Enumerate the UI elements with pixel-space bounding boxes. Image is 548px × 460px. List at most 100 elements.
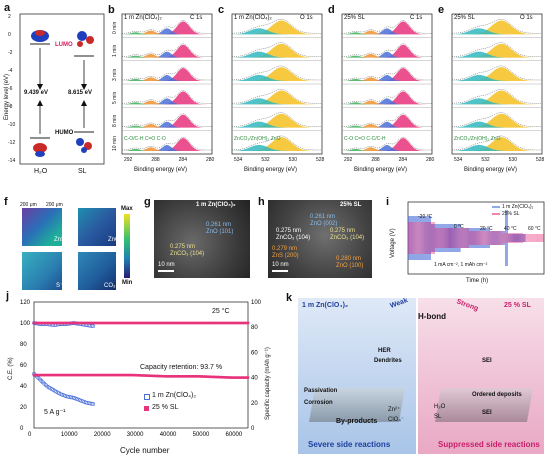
- j-ytick-right: 80: [251, 325, 258, 331]
- j-xlabel: Cycle number: [120, 446, 170, 455]
- panel-g-label: g: [144, 196, 151, 208]
- ce-point: [94, 321, 98, 325]
- xps-fit-peak: [122, 147, 212, 151]
- tof-sims-cube-zno: [78, 208, 116, 246]
- ce-point: [203, 321, 207, 325]
- ce-point: [143, 321, 147, 325]
- label-zno: ZnO⁻: [108, 237, 123, 243]
- j-ytick-right: 20: [251, 401, 258, 407]
- capacity-point: [215, 375, 219, 379]
- ce-point: [128, 321, 131, 325]
- ce-point: [42, 321, 46, 325]
- capacity-point: [36, 373, 40, 377]
- xps-fit-peak: [232, 144, 322, 151]
- capacity-point: [120, 373, 123, 377]
- capacity-point: [110, 373, 114, 377]
- ce-point: [238, 321, 242, 325]
- j-xtick: 30000: [127, 432, 144, 438]
- scale-label-1: 200 μm: [20, 202, 37, 208]
- k-hbond: H-bond: [418, 312, 446, 321]
- capacity-point: [223, 376, 226, 379]
- capacity-point: [44, 373, 47, 377]
- gap-right: 8.615 eV: [68, 90, 93, 96]
- capacity-point: [190, 375, 193, 378]
- ce-point: [87, 321, 90, 325]
- xps-fit-peak: [122, 21, 212, 35]
- capacity-point: [89, 401, 94, 406]
- capacity-point: [54, 373, 57, 377]
- panel-e: e 534 532 530 528 25% SL O 1s ZnCO₃/Zn(OH)₂ ZnO…: [438, 4, 546, 180]
- xps-fit-peak: [452, 51, 542, 58]
- ce-point: [215, 321, 219, 325]
- capacity-point: [73, 373, 77, 377]
- ce-point: [242, 321, 246, 325]
- ce-point: [57, 321, 61, 325]
- depth-label: 0 min: [112, 21, 118, 34]
- panel-d: d 292 288 284 280 25% SL C 1s C-O C=O C-C/C-H Bi…: [328, 4, 436, 180]
- xps-fit-peak: [122, 78, 212, 81]
- xps-fit-peak: [122, 148, 212, 151]
- capacity-point: [194, 375, 197, 378]
- h-scale: 10 nm: [272, 262, 289, 268]
- a-ytick: -4: [8, 68, 13, 74]
- xps-fit-peak: [122, 100, 212, 105]
- label-co3: CO₃⁻: [104, 283, 119, 289]
- j-ytick-left: 0: [20, 426, 24, 432]
- k-left-caption: Severe side reactions: [308, 440, 391, 449]
- h-ann2b: ZnCO₃ (104): [276, 235, 311, 241]
- capacity-point: [225, 376, 228, 379]
- panel-i-label: i: [386, 196, 390, 208]
- panel-h: h 25% SL 0.261 nm ZnO (002) 0.275 nm ZnC…: [254, 196, 374, 280]
- capacity-point: [200, 375, 203, 378]
- xps-fit-peak: [122, 121, 212, 128]
- ce-point: [85, 321, 88, 325]
- k-sei-1: SEI: [482, 358, 492, 364]
- ce-point: [201, 321, 205, 325]
- ce-point: [91, 324, 96, 329]
- capacity-point: [98, 373, 102, 377]
- k-corrosion: Corrosion: [304, 400, 333, 406]
- j-legend-marker-b: [144, 406, 149, 411]
- ce-point: [65, 321, 69, 325]
- xps-fit-peak: [452, 144, 542, 151]
- capacity-point: [40, 373, 44, 377]
- ce-point: [217, 321, 221, 325]
- ce-point: [207, 321, 211, 325]
- ce-point: [52, 321, 55, 325]
- xps-xtick: 288: [371, 157, 380, 163]
- capacity-point: [180, 375, 184, 378]
- capacity-point: [81, 373, 84, 377]
- capacity-point: [174, 375, 178, 378]
- xps-title: 1 m Zn(ClO₄)₂: [124, 15, 162, 21]
- xps-fit-peak: [342, 28, 432, 35]
- ce-point: [38, 321, 42, 325]
- j-ytick-left: 80: [20, 342, 27, 348]
- homo-label: HUMO: [55, 130, 74, 136]
- colorbar: [124, 214, 130, 278]
- capacity-point: [153, 374, 156, 378]
- xps-fit-peak: [122, 138, 212, 151]
- a-ytick: 2: [8, 14, 11, 20]
- capacity-point: [96, 373, 100, 377]
- capacity-point: [69, 373, 73, 377]
- k-left-title: 1 m Zn(ClO₄)₂: [302, 302, 349, 309]
- ce-point: [77, 321, 81, 325]
- ce-point: [209, 321, 213, 325]
- xps-xtick: 284: [399, 157, 408, 163]
- j-legend-b: 25 % SL: [152, 404, 179, 411]
- xps-fit-peak: [342, 68, 432, 81]
- ce-point: [61, 321, 65, 325]
- xps-fit-peak: [342, 102, 432, 105]
- capacity-point: [71, 373, 75, 377]
- capacity-point: [118, 373, 121, 377]
- g-ann1: 0.261 nm: [206, 222, 232, 228]
- xps-xtick: 292: [124, 157, 133, 163]
- xps-fit-peak: [452, 121, 542, 128]
- ce-point: [73, 321, 77, 325]
- panel-f: f 200 μm 200 μm ZnS⁻ ZnO⁻ S⁻ CO₃⁻ Max Mi…: [0, 196, 140, 296]
- j-ytick-left: 20: [20, 405, 27, 411]
- voltage-time-chart: [407, 201, 545, 275]
- capacity-point: [46, 373, 49, 377]
- ce-point: [63, 321, 67, 325]
- ce-point: [91, 321, 94, 325]
